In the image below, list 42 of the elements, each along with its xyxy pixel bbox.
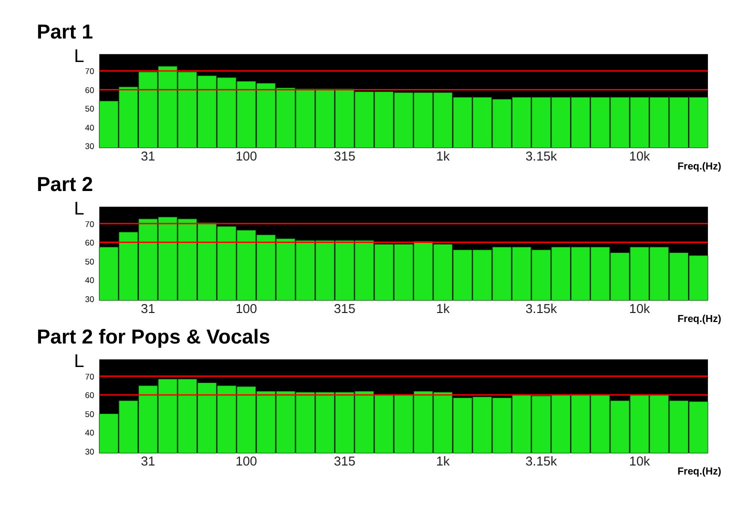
y-tick-label: 70	[85, 220, 95, 229]
y-tick-label: 40	[85, 123, 95, 132]
x-tick-label: 31	[140, 454, 156, 469]
y-tick-label: 50	[85, 257, 95, 266]
y-tick-label: 60	[85, 238, 95, 248]
y-tick-label: 50	[85, 410, 95, 419]
y-tick-label: 60	[85, 391, 95, 400]
x-tick-label: 10k	[629, 300, 650, 316]
x-tick-label: 100	[236, 300, 258, 316]
y-axis-title: L	[74, 198, 84, 219]
x-tick-label: 100	[236, 148, 258, 164]
x-tick-label: 315	[334, 148, 356, 164]
y-tick-label: 40	[85, 428, 95, 438]
y-tick-label: 60	[85, 86, 95, 95]
x-axis-title: Freq.(Hz)	[677, 466, 722, 478]
y-axis-title: L	[74, 350, 84, 372]
y-tick-label: 30	[85, 447, 95, 456]
x-tick-label: 3.15k	[525, 454, 558, 469]
x-tick-label: 315	[334, 300, 356, 316]
y-axis-title: L	[74, 44, 84, 66]
y-tick-label: 30	[85, 142, 95, 152]
y-tick-label: 70	[85, 67, 95, 76]
chart-title: Part 2	[36, 174, 93, 196]
x-axis-title: Freq.(Hz)	[677, 161, 722, 172]
y-tick-label: 70	[85, 372, 95, 382]
x-tick-label: 1k	[436, 454, 450, 469]
y-tick-label: 30	[85, 294, 95, 304]
chart-title: Part 2 for Pops & Vocals	[36, 326, 270, 349]
x-tick-label: 3.15k	[525, 300, 558, 316]
x-axis-title: Freq.(Hz)	[677, 314, 722, 326]
x-tick-label: 3.15k	[525, 148, 558, 164]
x-tick-label: 31	[140, 148, 156, 164]
chart-title: Part 1	[36, 21, 93, 44]
x-tick-label: 10k	[629, 454, 650, 469]
x-tick-label: 1k	[436, 148, 450, 164]
x-tick-label: 31	[140, 300, 156, 316]
x-tick-label: 100	[236, 454, 258, 469]
x-tick-label: 1k	[436, 300, 450, 316]
y-tick-label: 50	[85, 104, 95, 114]
y-tick-label: 40	[85, 276, 95, 286]
x-tick-label: 315	[334, 454, 356, 469]
x-tick-label: 10k	[629, 148, 650, 164]
